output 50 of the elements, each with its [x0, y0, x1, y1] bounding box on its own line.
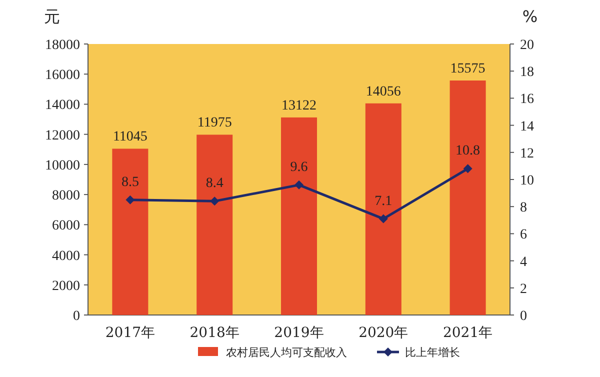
y2-tick-label: 6 — [520, 228, 527, 243]
x-tick-label: 2017年 — [105, 325, 156, 341]
bar — [450, 80, 486, 315]
y2-tick-label: 2 — [520, 282, 527, 297]
data-label: 13122 — [282, 98, 316, 114]
data-label: 11045 — [112, 130, 148, 145]
y2-tick-label: 16 — [520, 92, 534, 108]
y-tick-label: 14000 — [45, 98, 80, 114]
legend-label: 农村居民人均可支配收入 — [226, 346, 347, 359]
y2-tick-label: 8 — [520, 200, 527, 216]
y-tick-label: 4000 — [52, 248, 80, 264]
y-tick-label: 12000 — [45, 128, 80, 144]
y2-tick-label: 4 — [520, 254, 527, 270]
y-tick-label: 0 — [73, 309, 80, 324]
data-label: 8.5 — [121, 174, 139, 190]
y2-axis-title: % — [522, 7, 538, 26]
y-tick-label: 8000 — [52, 188, 80, 204]
bar — [365, 103, 402, 315]
x-tick-label: 2018年 — [190, 325, 240, 341]
y-tick-label: 2000 — [52, 278, 80, 294]
y2-tick-label: 18 — [520, 65, 534, 80]
y-tick-label: 10000 — [45, 158, 80, 174]
point — [126, 195, 135, 204]
y2-tick-label: 20 — [520, 38, 534, 53]
point — [210, 196, 220, 206]
x-tick-label: 2021年 — [442, 325, 493, 341]
y-tick-label: 18000 — [45, 38, 80, 53]
bar — [112, 148, 148, 315]
data-label: 14056 — [366, 84, 401, 100]
y2-tick-label: 14 — [520, 119, 534, 134]
legend-label: 比上年增长 — [405, 346, 460, 359]
data-label: 11975 — [197, 116, 232, 131]
data-label: 15575 — [450, 62, 486, 77]
y2-tick-label: 0 — [520, 309, 527, 324]
bar — [281, 117, 317, 315]
bar — [196, 134, 233, 315]
x-tick-label: 2020年 — [358, 325, 408, 341]
point — [463, 164, 472, 174]
x-tick-label: 2019年 — [274, 325, 324, 341]
point — [378, 214, 388, 224]
y-axis-title: 元 — [44, 7, 60, 26]
data-label: 8.4 — [206, 176, 224, 192]
data-label: 7.1 — [374, 194, 392, 209]
y2-tick-label: 12 — [520, 146, 534, 162]
point — [294, 180, 304, 190]
data-label: 9.6 — [290, 160, 308, 175]
y-tick-label: 16000 — [45, 68, 80, 84]
y-tick-label: 6000 — [52, 218, 80, 234]
data-label: 10.8 — [456, 144, 480, 159]
y2-tick-label: 10 — [520, 174, 534, 188]
